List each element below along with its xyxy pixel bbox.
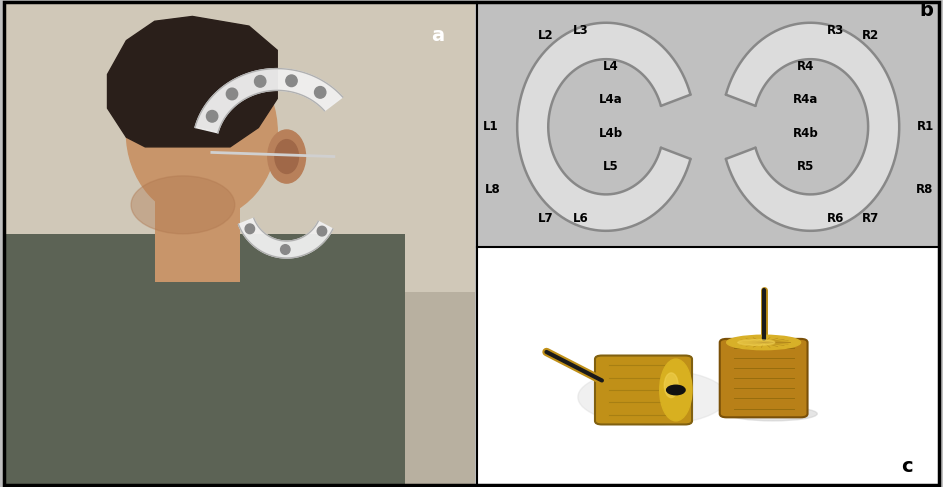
FancyBboxPatch shape (720, 339, 807, 417)
Ellipse shape (660, 359, 692, 421)
Ellipse shape (578, 369, 728, 425)
Text: c: c (902, 456, 913, 475)
Ellipse shape (664, 373, 678, 397)
Ellipse shape (275, 140, 298, 173)
Text: R4: R4 (797, 60, 815, 73)
Text: L1: L1 (483, 120, 498, 133)
Text: L2: L2 (538, 29, 554, 42)
Text: L5: L5 (603, 160, 619, 173)
Text: R3: R3 (827, 23, 844, 37)
Text: R1: R1 (918, 120, 935, 133)
Circle shape (315, 87, 326, 98)
FancyBboxPatch shape (155, 186, 240, 282)
Text: L4a: L4a (599, 93, 622, 106)
Ellipse shape (268, 130, 306, 183)
Text: L6: L6 (573, 212, 589, 225)
Text: R2: R2 (862, 29, 880, 42)
Bar (4, 340, 169, 485)
Circle shape (207, 111, 218, 122)
Text: L3: L3 (573, 23, 589, 37)
Ellipse shape (737, 339, 775, 345)
Text: L7: L7 (538, 212, 554, 225)
Ellipse shape (729, 407, 818, 421)
Text: b: b (919, 1, 933, 20)
FancyBboxPatch shape (595, 356, 692, 425)
Text: a: a (431, 26, 444, 45)
Ellipse shape (126, 45, 277, 219)
Polygon shape (195, 69, 342, 133)
FancyBboxPatch shape (4, 234, 405, 485)
Polygon shape (239, 218, 333, 258)
Circle shape (255, 75, 266, 87)
Circle shape (667, 385, 686, 395)
Polygon shape (517, 23, 690, 231)
Circle shape (281, 244, 290, 254)
Text: R6: R6 (827, 212, 844, 225)
Text: R7: R7 (862, 212, 880, 225)
Text: R4a: R4a (793, 93, 819, 106)
Text: L4b: L4b (599, 127, 622, 140)
Text: R4b: R4b (793, 127, 819, 140)
Text: L8: L8 (485, 183, 500, 196)
Polygon shape (726, 23, 900, 231)
Text: R5: R5 (797, 160, 815, 173)
Ellipse shape (131, 176, 235, 234)
Circle shape (245, 224, 255, 234)
Polygon shape (108, 17, 277, 147)
Bar (4, 2, 475, 292)
Circle shape (226, 88, 238, 100)
Ellipse shape (727, 335, 801, 350)
Text: R8: R8 (916, 183, 933, 196)
Text: L4: L4 (603, 60, 619, 73)
Circle shape (317, 226, 326, 236)
Circle shape (286, 75, 297, 87)
